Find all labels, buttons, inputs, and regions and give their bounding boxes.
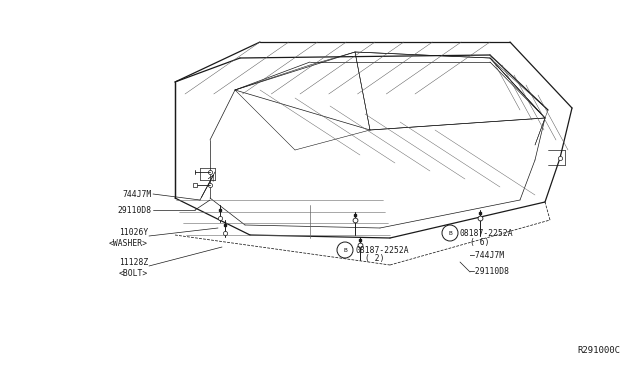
Text: 29110D8: 29110D8: [118, 205, 152, 215]
Text: ( 2): ( 2): [365, 254, 385, 263]
Text: 744J7M: 744J7M: [123, 189, 152, 199]
Text: —29110D8: —29110D8: [470, 267, 509, 276]
Text: ( 6): ( 6): [470, 237, 490, 247]
Text: 08187-2252A: 08187-2252A: [355, 246, 408, 254]
Text: —744J7M: —744J7M: [470, 251, 504, 260]
Text: R291000C: R291000C: [577, 346, 620, 355]
Text: 11026Y
<WASHER>: 11026Y <WASHER>: [109, 228, 148, 248]
Text: B: B: [343, 247, 347, 253]
Text: 08187-2252A: 08187-2252A: [460, 228, 514, 237]
Text: 11128Z
<BOLT>: 11128Z <BOLT>: [119, 258, 148, 278]
Text: B: B: [448, 231, 452, 235]
